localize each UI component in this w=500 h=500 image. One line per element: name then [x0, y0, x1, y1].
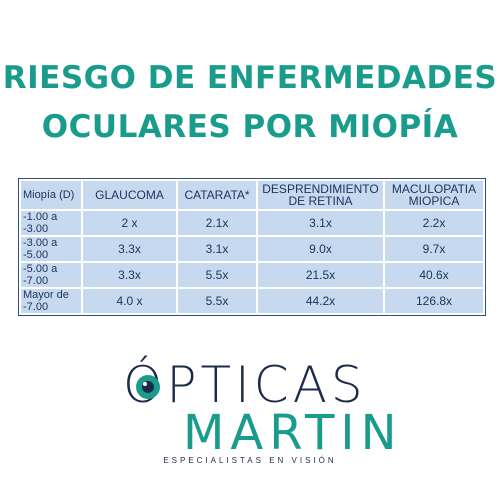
table-row: -3.00 a -5.00 3.3x 3.1x 9.0x 9.7x [21, 237, 483, 261]
table-cell: 21.5x [258, 263, 383, 287]
table-row: -1.00 a -3.00 2 x 2.1x 3.1x 2.2x [21, 211, 483, 235]
table-row: Miopía (D) GLAUCOMA CATARATA* DESPRENDIMIEN… [21, 181, 483, 209]
logo-tagline: ESPECIALISTAS EN VISIÓN [163, 456, 337, 465]
glint [143, 382, 147, 386]
table-cell: DESPRENDIMIENTO DE RETINA [258, 181, 383, 209]
table-cell: Mayor de -7.00 [21, 289, 81, 313]
title: RIESGO DE ENFERMEDADES [2, 60, 498, 96]
table-cell: Miopía (D) [21, 181, 81, 209]
table-cell: 2 x [83, 211, 176, 235]
table-cell: 3.1x [178, 237, 256, 261]
table-cell: 9.7x [385, 237, 483, 261]
logo-name: ÓPTICAS [123, 356, 367, 414]
table-cell: 3.1x [258, 211, 383, 235]
table-cell: 3.3x [83, 237, 176, 261]
table-cell: 2.1x [178, 211, 256, 235]
table-cell: 5.5x [178, 263, 256, 287]
table-cell: 44.2x [258, 289, 383, 313]
table-cell: 9.0x [258, 237, 383, 261]
logo-brand: MARTIN [183, 405, 403, 461]
table-cell: 2.2x [385, 211, 483, 235]
table-cell: 4.0 x [83, 289, 176, 313]
table-row: -5.00 a -7.00 3.3x 5.5x 21.5x 40.6x [21, 263, 483, 287]
table-cell: GLAUCOMA [83, 181, 176, 209]
table-cell: 5.5x [178, 289, 256, 313]
title: OCULARES POR MIOPÍA [41, 109, 459, 145]
logo-eye [136, 375, 160, 399]
table-cell: -5.00 a -7.00 [21, 263, 81, 287]
table-cell: 40.6x [385, 263, 483, 287]
table-row: Mayor de -7.00 4.0 x 5.5x 44.2x 126.8x [21, 289, 483, 313]
table-cell: -1.00 a -3.00 [21, 211, 81, 235]
table-cell: CATARATA* [178, 181, 256, 209]
table-cell: MACULOPATIA MIOPICA [385, 181, 483, 209]
risk-table: Miopía (D) GLAUCOMA CATARATA* DESPRENDIMIEN… [18, 178, 486, 316]
table-cell: 126.8x [385, 289, 483, 313]
table-cell: 3.3x [83, 263, 176, 287]
table-cell: -3.00 a -5.00 [21, 237, 81, 261]
